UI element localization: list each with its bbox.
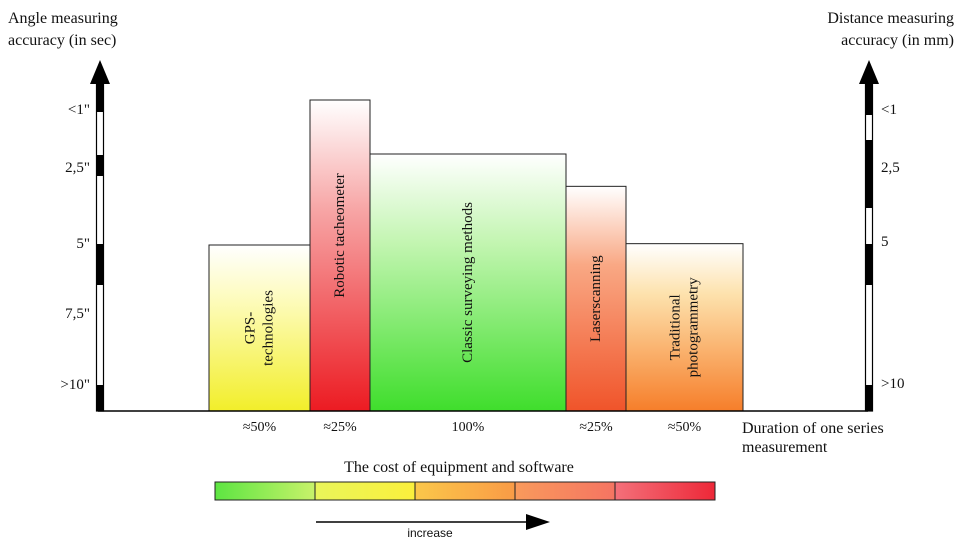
right-axis-segment-4: [865, 385, 873, 411]
left-axis-segment-3: [96, 244, 104, 285]
bar-5-label-line-2: photogrammetry: [686, 277, 702, 377]
right-axis-tick-label-2: 2,5: [881, 160, 900, 176]
cost-scale-segment-4: [514, 481, 616, 501]
left-axis-title-line-2: accuracy (in sec): [8, 32, 116, 49]
duration-label-4: ≈25%: [579, 420, 613, 435]
cost-scale-segment-5: [614, 481, 716, 501]
cost-scale-segment-3: [414, 481, 516, 501]
right-axis-segment-1: [865, 84, 873, 115]
duration-label-1: ≈50%: [243, 420, 277, 435]
bar-3-label-line-1: Classic surveying methods: [460, 202, 476, 363]
left-axis-segment-2: [96, 155, 104, 176]
bar-3: [369, 153, 567, 412]
left-axis-tick-label-1: <1": [68, 102, 90, 118]
left-axis: <1" 2,5" 5" 7,5" >10": [60, 60, 110, 412]
right-axis-segment-3: [865, 244, 873, 285]
bar-labels-group: GPS-technologies Robotic tacheometer Class…: [243, 173, 702, 377]
right-axis-tick-label-1: <1: [881, 102, 897, 118]
duration-label-3: 100%: [452, 420, 485, 435]
left-axis-tick-label-4: 7,5": [65, 306, 90, 322]
right-axis-tick-label-4: >10: [881, 376, 904, 392]
left-axis-tick-label-3: 5": [76, 236, 90, 252]
bar-5: [625, 243, 744, 412]
duration-label-2: ≈25%: [323, 420, 357, 435]
right-axis-title-line-2: accuracy (in mm): [841, 32, 954, 49]
increase-arrow-head: [526, 514, 550, 530]
left-axis-tick-label-2: 2,5": [65, 160, 90, 176]
bar-4: [565, 185, 627, 412]
right-axis: <1 2,5 5 >10: [859, 60, 904, 412]
x-axis-title-line-2: measurement: [742, 439, 828, 456]
bar-2: [309, 99, 371, 412]
left-axis-segment-4: [96, 385, 104, 411]
increase-label: increase: [407, 526, 453, 539]
bar-1-label-line-2: technologies: [261, 290, 277, 366]
cost-scale-title: The cost of equipment and software: [344, 459, 574, 476]
bar-2-label-line-1: Robotic tacheometer: [332, 173, 348, 298]
right-axis-arrowhead: [859, 60, 879, 84]
duration-labels-group: ≈50% ≈25% 100% ≈25% ≈50%: [243, 420, 702, 435]
duration-label-5: ≈50%: [668, 420, 702, 435]
left-axis-arrowhead: [90, 60, 110, 84]
cost-scale-segment-2: [314, 481, 416, 501]
right-axis-tick-label-3: 5: [881, 234, 889, 250]
left-axis-segment-1: [96, 84, 104, 112]
cost-scale-segment-1: [214, 481, 316, 501]
left-axis-title-line-1: Angle measuring: [8, 10, 118, 27]
bar-1-label-line-1: GPS-: [243, 312, 259, 345]
bar-5-label-line-1: Traditional: [668, 294, 684, 360]
right-axis-segment-2: [865, 140, 873, 208]
bar-4-label-line-1: Laserscanning: [588, 255, 604, 342]
cost-scale-bar: [214, 481, 716, 501]
left-axis-tick-label-5: >10": [60, 377, 90, 393]
x-axis-title-line-1: Duration of one series: [742, 420, 884, 437]
bar-1: [208, 244, 311, 412]
right-axis-title-line-1: Distance measuring: [827, 10, 954, 27]
bars-group: [208, 99, 744, 412]
